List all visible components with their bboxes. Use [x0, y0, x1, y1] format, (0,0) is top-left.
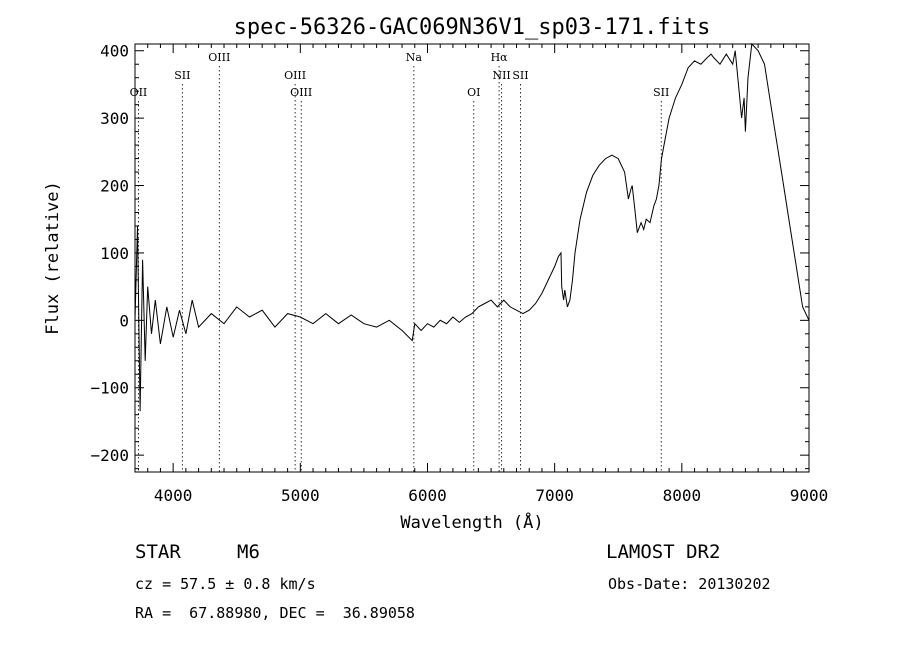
- marker-label: NII: [492, 69, 510, 82]
- marker-label: SII: [653, 86, 669, 99]
- coordinates: RA = 67.88980, DEC = 36.89058: [135, 604, 415, 622]
- x-tick-label: 6000: [408, 486, 447, 505]
- object-type: STAR: [135, 541, 181, 563]
- survey-label: LAMOST DR2: [606, 541, 721, 563]
- y-axis-label: Flux (relative): [43, 181, 63, 335]
- marker-label: SII: [512, 69, 528, 82]
- x-axis-ticks: 4000 5000 6000 7000 8000 9000: [134, 44, 829, 505]
- x-tick-label: 7000: [535, 486, 574, 505]
- y-tick-label: 0: [119, 311, 129, 330]
- object-subclass: M6: [237, 541, 260, 563]
- marker-label: OIII: [208, 51, 230, 64]
- chart-title: spec-56326-GAC069N36V1_sp03-171.fits: [234, 15, 711, 40]
- y-tick-label: −200: [90, 446, 129, 465]
- x-axis-label: Wavelength (Å): [400, 511, 543, 533]
- y-tick-label: −100: [90, 379, 129, 398]
- observation-date: Obs-Date: 20130202: [608, 575, 771, 593]
- x-tick-label: 5000: [281, 486, 320, 505]
- y-axis-ticks: −200 −100 0 100 200 300 400: [90, 42, 809, 470]
- y-tick-label: 400: [100, 42, 129, 61]
- y-tick-label: 100: [100, 244, 129, 263]
- y-tick-label: 300: [100, 109, 129, 128]
- marker-label: OIII: [284, 69, 306, 82]
- marker-label: OIII: [290, 86, 312, 99]
- marker-label: SII: [174, 69, 190, 82]
- plot-frame: [134, 43, 810, 473]
- marker-label: Na: [406, 51, 423, 64]
- marker-label: OI: [467, 86, 480, 99]
- x-tick-label: 8000: [663, 486, 702, 505]
- marker-label: Hα: [491, 51, 509, 64]
- y-tick-label: 200: [100, 177, 129, 196]
- x-tick-label: 4000: [154, 486, 193, 505]
- redshift-cz: cz = 57.5 ± 0.8 km/s: [135, 575, 316, 593]
- series-line-flux: [134, 42, 810, 412]
- x-tick-label: 9000: [790, 486, 829, 505]
- marker-label: OII: [130, 86, 148, 99]
